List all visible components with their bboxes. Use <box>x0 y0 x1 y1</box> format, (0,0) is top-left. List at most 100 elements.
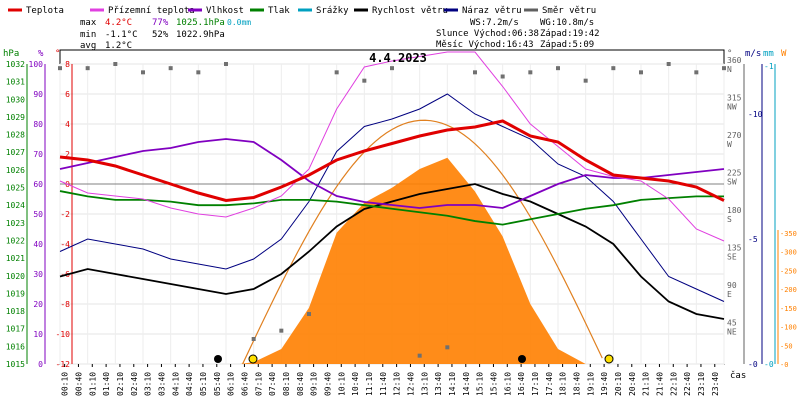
dir-name-label: W <box>727 140 732 149</box>
stats-max-press: 1025.1hPa <box>176 18 225 28</box>
wind-dir-point <box>279 328 284 333</box>
ms-tick-label: -10 <box>748 110 763 119</box>
degc-tick-label: 4 <box>65 120 70 129</box>
wind-dir-point <box>141 70 145 75</box>
hpa-tick-label: 1027 <box>6 148 25 157</box>
stats-min-press: 1022.9hPa <box>176 30 225 40</box>
hpa-tick-label: 1018 <box>6 307 25 316</box>
w-tick-label: -200 <box>780 286 797 294</box>
series-layer <box>58 51 726 365</box>
x-tick-label: 23:10 <box>697 372 706 396</box>
hpa-tick-label: 1015 <box>6 360 25 369</box>
ms-tick-label: -0 <box>748 360 758 369</box>
pct-tick-label: 90 <box>33 90 43 99</box>
wind-dir-point <box>583 78 588 83</box>
hpa-tick-label: 1024 <box>6 201 25 210</box>
x-tick-label: 02:10 <box>116 372 125 396</box>
hpa-tick-label: 1022 <box>6 236 25 245</box>
hpa-axis-title: hPa <box>3 49 19 59</box>
dir-name-label: SE <box>727 253 737 262</box>
pct-tick-label: 60 <box>33 180 43 189</box>
hpa-tick-label: 1025 <box>6 184 25 193</box>
w-axis-title: W <box>781 49 787 59</box>
wind-dir-point <box>390 66 394 71</box>
degc-tick-label: 8 <box>65 60 70 69</box>
wind-dir-point <box>500 74 505 79</box>
stats-block: max 4.2°C 77% 1025.1hPa 0.0mm min -1.1°C… <box>80 18 251 51</box>
wind-dir-point <box>611 66 616 71</box>
pct-tick-label: 100 <box>29 60 44 69</box>
wind-dir-point <box>694 70 699 75</box>
x-tick-label: 18:10 <box>559 372 568 396</box>
hpa-tick-label: 1032 <box>6 60 25 69</box>
pressure-line <box>59 190 724 226</box>
x-tick-label: 21:10 <box>642 372 651 396</box>
x-tick-label: 15:10 <box>476 372 485 396</box>
legend-label: Tlak <box>268 6 290 16</box>
dir-tick-label: 315 <box>727 94 742 103</box>
x-tick-label: 18:40 <box>572 372 581 396</box>
x-tick-label: 20:40 <box>628 372 637 396</box>
hpa-tick-label: 1030 <box>6 95 25 104</box>
wind-speed-line <box>59 183 725 320</box>
x-tick-label: 11:40 <box>379 372 388 396</box>
x-tick-label: 02:40 <box>130 372 139 396</box>
x-tick-label: 19:40 <box>600 372 609 396</box>
wind-dir-point <box>334 70 339 75</box>
legend-label: Teplota <box>26 6 64 16</box>
dir-name-label: NE <box>727 328 737 337</box>
wind-dir-point <box>168 66 173 71</box>
x-tick-label: 16:10 <box>503 372 512 396</box>
humidity-line <box>59 138 725 209</box>
time-axis-title: čas <box>730 370 746 381</box>
x-tick-label: 13:10 <box>420 372 429 396</box>
radiation-max-curve <box>242 119 603 365</box>
dir-tick-label: 270 <box>727 131 742 140</box>
hpa-tick-label: 1023 <box>6 219 25 228</box>
pct-tick-label: 0 <box>38 360 43 369</box>
x-tick-label: 21:40 <box>655 372 664 396</box>
x-tick-label: 04:40 <box>185 372 194 396</box>
x-tick-label: 10:10 <box>337 372 346 396</box>
legend: Teplota Přízemní teplota Vlhkost Tlak Srážky… <box>8 6 596 16</box>
wind-dir-point <box>113 62 118 66</box>
wind-speed-info: WS:7.2m/s <box>470 18 519 28</box>
stats-min-hum: 52% <box>152 30 169 40</box>
pct-tick-label: 30 <box>33 270 43 279</box>
hpa-tick-label: 1019 <box>6 289 25 298</box>
astro-info: WS:7.2m/s WG:10.8m/s Slunce Východ:06:38… <box>436 18 600 50</box>
x-tick-label: 19:10 <box>586 372 595 396</box>
hpa-tick-label: 1020 <box>6 272 25 281</box>
x-tick-label: 09:40 <box>323 372 332 396</box>
radiation-area <box>239 157 586 364</box>
x-tick-label: 10:40 <box>351 372 360 396</box>
ms-axis-title: m/s <box>745 49 761 59</box>
w-tick-label: -0 <box>780 361 788 369</box>
x-tick-label: 22:40 <box>683 372 692 396</box>
sunset-marker <box>604 354 614 364</box>
stats-avg-label: avg <box>80 41 96 51</box>
legend-label: Rychlost větru <box>372 6 448 16</box>
wind-dir-point <box>528 70 533 75</box>
legend-label: Srážky <box>316 6 349 16</box>
dir-tick-label: 90 <box>727 281 737 290</box>
x-tick-label: 17:40 <box>545 372 554 396</box>
x-tick-label: 17:10 <box>531 372 540 396</box>
x-tick-label: 20:10 <box>614 372 623 396</box>
hpa-tick-label: 1029 <box>6 113 25 122</box>
x-tick-label: 09:10 <box>310 372 319 396</box>
x-tick-label: 08:40 <box>296 372 305 396</box>
hpa-tick-label: 1021 <box>6 254 25 263</box>
dir-name-label: NW <box>727 103 737 112</box>
x-tick-label: 08:10 <box>282 372 291 396</box>
hpa-tick-label: 1016 <box>6 342 25 351</box>
x-tick-label: 04:10 <box>171 372 180 396</box>
legend-label: Náraz větru <box>462 6 522 16</box>
x-tick-label: 03:10 <box>144 372 153 396</box>
temperature-line <box>59 119 725 203</box>
x-tick-label: 14:10 <box>448 372 457 396</box>
deg-axis-title: ° <box>727 49 732 59</box>
x-tick-label: 22:10 <box>669 372 678 396</box>
